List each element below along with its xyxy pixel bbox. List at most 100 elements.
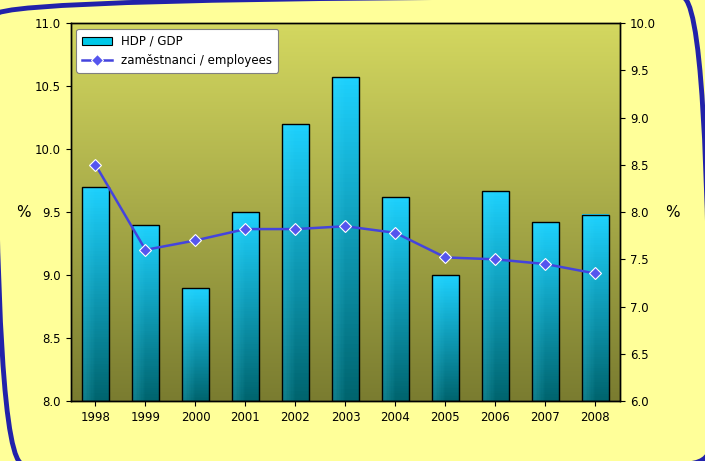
Bar [232, 273, 259, 276]
Bar [532, 302, 559, 305]
Bar [232, 248, 259, 250]
Bar [582, 261, 609, 264]
Bar [232, 217, 259, 219]
Bar [532, 372, 559, 374]
Bar [132, 233, 159, 236]
Bar [182, 305, 209, 306]
Bar [142, 225, 144, 401]
Bar [381, 360, 409, 363]
Bar [532, 307, 559, 309]
Bar [381, 393, 409, 396]
Bar [381, 378, 409, 381]
Bar [132, 282, 159, 284]
Bar [86, 187, 87, 401]
Bar [332, 312, 360, 316]
Bar [532, 363, 559, 365]
Bar [431, 395, 459, 396]
Bar [182, 367, 209, 368]
Bar [182, 385, 209, 387]
Bar [332, 195, 360, 199]
Bar [332, 190, 360, 195]
Bar [332, 385, 360, 389]
Bar [282, 335, 309, 339]
Bar [532, 374, 559, 377]
Bar [381, 253, 409, 256]
Bar [544, 222, 546, 401]
Bar [232, 318, 259, 321]
Bar [332, 267, 360, 272]
Bar [431, 377, 459, 379]
Bar [282, 245, 309, 248]
Bar [381, 319, 409, 322]
Bar [82, 256, 109, 259]
Bar [482, 283, 509, 285]
Bar [582, 296, 609, 299]
Bar [232, 335, 259, 337]
Bar [381, 309, 409, 312]
Bar [532, 338, 559, 341]
Bar [182, 372, 209, 374]
Bar [532, 240, 559, 242]
Bar [188, 288, 189, 401]
Bar [132, 251, 159, 254]
Bar [232, 354, 259, 356]
Bar [482, 354, 509, 356]
Bar [431, 275, 459, 401]
Bar [482, 201, 509, 204]
Bar [182, 370, 209, 371]
Bar [232, 399, 259, 401]
Bar [431, 398, 459, 400]
Bar [232, 238, 259, 240]
Bar [132, 289, 159, 291]
Bar [282, 352, 309, 356]
Bar [182, 336, 209, 337]
Bar [332, 284, 360, 288]
Bar [232, 330, 259, 332]
Bar [482, 298, 509, 301]
Bar [582, 317, 609, 319]
Bar [444, 275, 446, 401]
Bar [82, 243, 109, 246]
Bar [332, 186, 360, 190]
Bar [582, 326, 609, 329]
Bar [332, 336, 360, 340]
Bar [232, 261, 259, 264]
Bar [332, 178, 360, 183]
Bar [82, 299, 109, 302]
Bar [431, 292, 459, 294]
Bar [82, 320, 109, 324]
Bar [582, 394, 609, 396]
Bar [132, 381, 159, 384]
Bar [340, 77, 341, 401]
Bar [282, 331, 309, 335]
Bar [431, 299, 459, 300]
Bar [282, 124, 309, 127]
Bar [582, 224, 609, 226]
Bar [132, 244, 159, 247]
Bar [132, 275, 159, 278]
Bar [82, 339, 109, 342]
Bar [282, 255, 309, 259]
Bar [132, 322, 159, 324]
Bar [431, 327, 459, 329]
Bar [182, 313, 209, 314]
Bar [482, 296, 509, 298]
Bar [332, 97, 360, 101]
Bar [532, 238, 559, 240]
Bar [82, 216, 109, 219]
Bar [182, 387, 209, 388]
Bar [482, 393, 509, 396]
Bar [482, 369, 509, 372]
Bar [282, 165, 309, 169]
Bar [582, 396, 609, 399]
Bar [332, 118, 360, 122]
Bar [381, 373, 409, 376]
Bar [431, 280, 459, 281]
Bar [232, 250, 259, 252]
Bar [532, 316, 559, 318]
Bar [182, 289, 209, 290]
Bar [431, 369, 459, 371]
Bar [282, 252, 309, 255]
Bar [182, 366, 209, 367]
Bar [332, 154, 360, 158]
